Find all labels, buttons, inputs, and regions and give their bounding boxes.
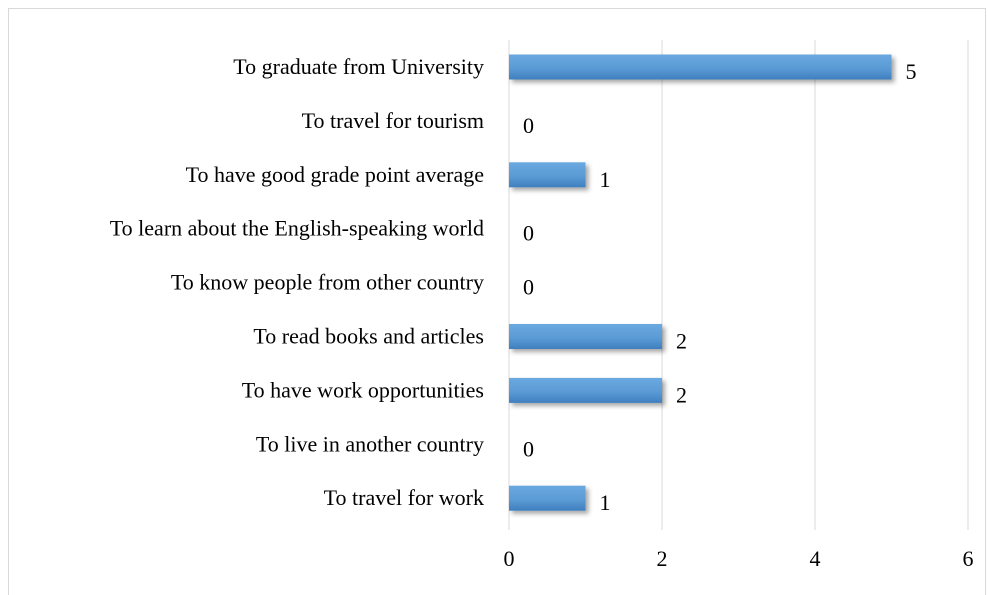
bar	[509, 324, 662, 349]
category-label: To read books and articles	[253, 324, 484, 349]
labels: 0 2 4 6 To graduate from University 5 To trave…	[110, 54, 974, 571]
bar	[509, 54, 892, 80]
data-label: 5	[906, 59, 917, 84]
category-label: To live in another country	[256, 431, 484, 456]
x-tick-label: 2	[657, 546, 668, 571]
data-label: 1	[600, 167, 611, 192]
category-label: To know people from other country	[171, 270, 484, 295]
category-label: To have work opportunities	[242, 377, 484, 402]
x-tick-label: 4	[810, 546, 821, 571]
bar	[509, 485, 586, 511]
category-label: To graduate from University	[233, 54, 484, 79]
data-label: 2	[676, 329, 687, 354]
data-label: 0	[523, 113, 534, 138]
category-label: To learn about the English-speaking worl…	[110, 216, 484, 241]
data-label: 0	[523, 436, 534, 461]
category-label: To travel for work	[324, 485, 484, 510]
category-label: To have good grade point average	[186, 162, 484, 187]
data-label: 1	[600, 490, 611, 515]
data-label: 2	[676, 382, 687, 407]
bar	[509, 377, 662, 403]
gridlines	[508, 40, 969, 530]
bars	[509, 54, 892, 511]
bar	[509, 162, 586, 188]
data-label: 0	[523, 221, 534, 246]
x-tick-label: 6	[963, 546, 974, 571]
category-label: To travel for tourism	[302, 108, 484, 133]
x-tick-label: 0	[504, 546, 515, 571]
data-label: 0	[523, 275, 534, 300]
chart-frame	[8, 8, 986, 595]
